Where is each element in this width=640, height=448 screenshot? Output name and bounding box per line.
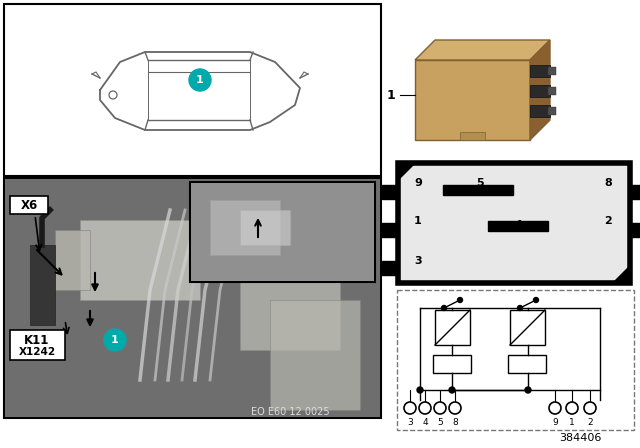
Bar bbox=[630, 223, 640, 237]
Bar bbox=[548, 87, 556, 95]
Text: 2: 2 bbox=[587, 418, 593, 426]
Circle shape bbox=[534, 297, 538, 302]
Circle shape bbox=[458, 297, 463, 302]
Bar bbox=[530, 65, 550, 77]
Bar bbox=[398, 163, 630, 283]
Circle shape bbox=[189, 69, 211, 91]
Text: 1: 1 bbox=[569, 418, 575, 426]
Text: 5: 5 bbox=[437, 418, 443, 426]
Polygon shape bbox=[530, 40, 550, 140]
Text: 2: 2 bbox=[604, 216, 612, 226]
Bar bbox=[4, 178, 381, 418]
Bar bbox=[382, 261, 398, 275]
Bar bbox=[191, 183, 374, 281]
Text: 1: 1 bbox=[196, 75, 204, 85]
Circle shape bbox=[449, 402, 461, 414]
Bar bbox=[240, 210, 290, 245]
Bar bbox=[435, 310, 470, 345]
Bar bbox=[10, 196, 48, 214]
Bar bbox=[382, 185, 398, 199]
Text: 3: 3 bbox=[414, 256, 422, 266]
Text: 1: 1 bbox=[414, 216, 422, 226]
Text: 9: 9 bbox=[552, 418, 558, 426]
Text: 4: 4 bbox=[514, 220, 522, 230]
Text: 8: 8 bbox=[452, 418, 458, 426]
Text: 9: 9 bbox=[414, 178, 422, 188]
Bar bbox=[30, 245, 55, 325]
Text: 8: 8 bbox=[604, 178, 612, 188]
Bar bbox=[382, 223, 398, 237]
Bar bbox=[443, 185, 513, 195]
Bar bbox=[80, 220, 200, 300]
Bar bbox=[488, 221, 548, 231]
Bar bbox=[460, 132, 485, 140]
Bar bbox=[433, 355, 471, 373]
Bar bbox=[508, 355, 546, 373]
Bar bbox=[510, 310, 545, 345]
Bar bbox=[10, 330, 65, 360]
Bar bbox=[5, 179, 380, 417]
Circle shape bbox=[404, 402, 416, 414]
Bar bbox=[548, 107, 556, 115]
Text: K11: K11 bbox=[24, 333, 50, 346]
Text: 3: 3 bbox=[407, 418, 413, 426]
Polygon shape bbox=[612, 265, 630, 283]
Bar bbox=[397, 290, 634, 430]
Circle shape bbox=[525, 387, 531, 393]
Bar bbox=[530, 105, 550, 117]
Circle shape bbox=[104, 329, 126, 351]
Text: 1: 1 bbox=[111, 335, 119, 345]
Bar bbox=[630, 185, 640, 199]
Text: 4: 4 bbox=[422, 418, 428, 426]
Circle shape bbox=[419, 402, 431, 414]
Circle shape bbox=[442, 306, 447, 310]
Circle shape bbox=[449, 387, 455, 393]
Polygon shape bbox=[415, 60, 530, 140]
Bar bbox=[190, 182, 375, 282]
Bar bbox=[55, 230, 90, 290]
Bar bbox=[270, 300, 360, 410]
Circle shape bbox=[518, 306, 522, 310]
Text: 384406: 384406 bbox=[559, 433, 601, 443]
Circle shape bbox=[549, 402, 561, 414]
Polygon shape bbox=[398, 163, 416, 181]
Polygon shape bbox=[415, 40, 550, 60]
Bar bbox=[530, 85, 550, 97]
Text: X6: X6 bbox=[20, 198, 38, 211]
Bar bbox=[240, 250, 340, 350]
Circle shape bbox=[584, 402, 596, 414]
Circle shape bbox=[566, 402, 578, 414]
Bar bbox=[548, 67, 556, 75]
Circle shape bbox=[434, 402, 446, 414]
Text: 1: 1 bbox=[387, 89, 395, 102]
Circle shape bbox=[417, 387, 423, 393]
Bar bbox=[210, 200, 280, 255]
Bar bbox=[4, 4, 381, 176]
Text: X1242: X1242 bbox=[19, 347, 56, 357]
Text: 5: 5 bbox=[476, 178, 484, 188]
Text: EO E60 12 0025: EO E60 12 0025 bbox=[251, 407, 330, 417]
